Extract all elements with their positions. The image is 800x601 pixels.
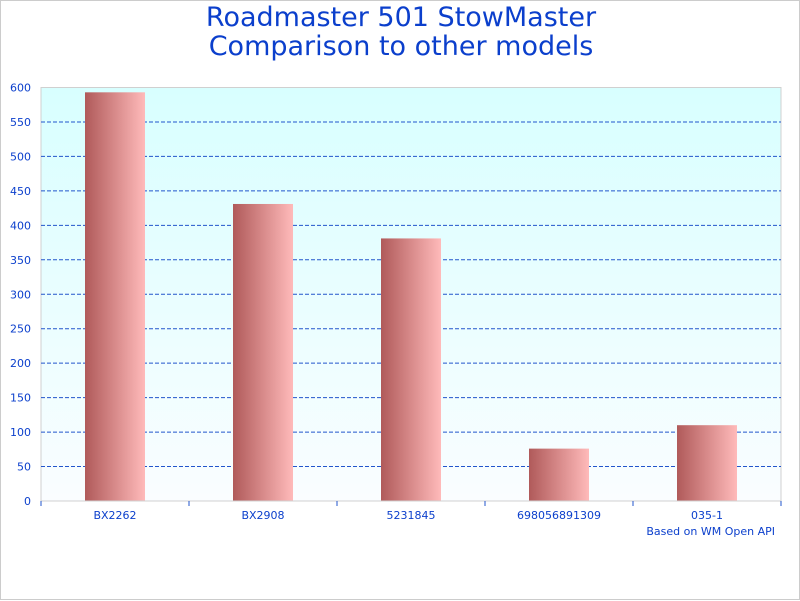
y-tick-label: 600 <box>10 82 31 95</box>
bar-5231845 <box>381 238 441 502</box>
y-tick-label: 550 <box>10 116 31 129</box>
y-tick-label: 50 <box>17 461 31 474</box>
y-tick-label: 450 <box>10 185 31 198</box>
y-tick-label: 400 <box>10 219 31 232</box>
x-tick-label: BX2262 <box>93 509 136 522</box>
chart-title-line-2: Comparison to other models <box>208 31 594 62</box>
bar-BX2908 <box>233 203 293 501</box>
y-tick-label: 500 <box>10 150 31 163</box>
y-tick-label: 150 <box>10 392 31 405</box>
chart-title-line-1: Roadmaster 501 StowMaster <box>205 2 597 33</box>
bar-698056891309 <box>529 448 589 501</box>
chart-title: Roadmaster 501 StowMaster Comparison to … <box>1 3 800 61</box>
y-tick-label: 250 <box>10 323 31 336</box>
x-tick-label: 698056891309 <box>517 509 601 522</box>
bar-BX2262 <box>85 92 145 502</box>
chart-footnote: Based on WM Open API <box>646 525 775 538</box>
y-tick-label: 300 <box>10 288 31 301</box>
y-tick-label: 200 <box>10 357 31 370</box>
x-tick-label: BX2908 <box>241 509 284 522</box>
y-tick-label: 350 <box>10 254 31 267</box>
x-tick-label: 035-1 <box>691 509 723 522</box>
y-tick-label: 0 <box>24 495 31 508</box>
bar-035-1 <box>677 425 737 501</box>
x-tick-label: 5231845 <box>387 509 436 522</box>
y-tick-label: 100 <box>10 426 31 439</box>
